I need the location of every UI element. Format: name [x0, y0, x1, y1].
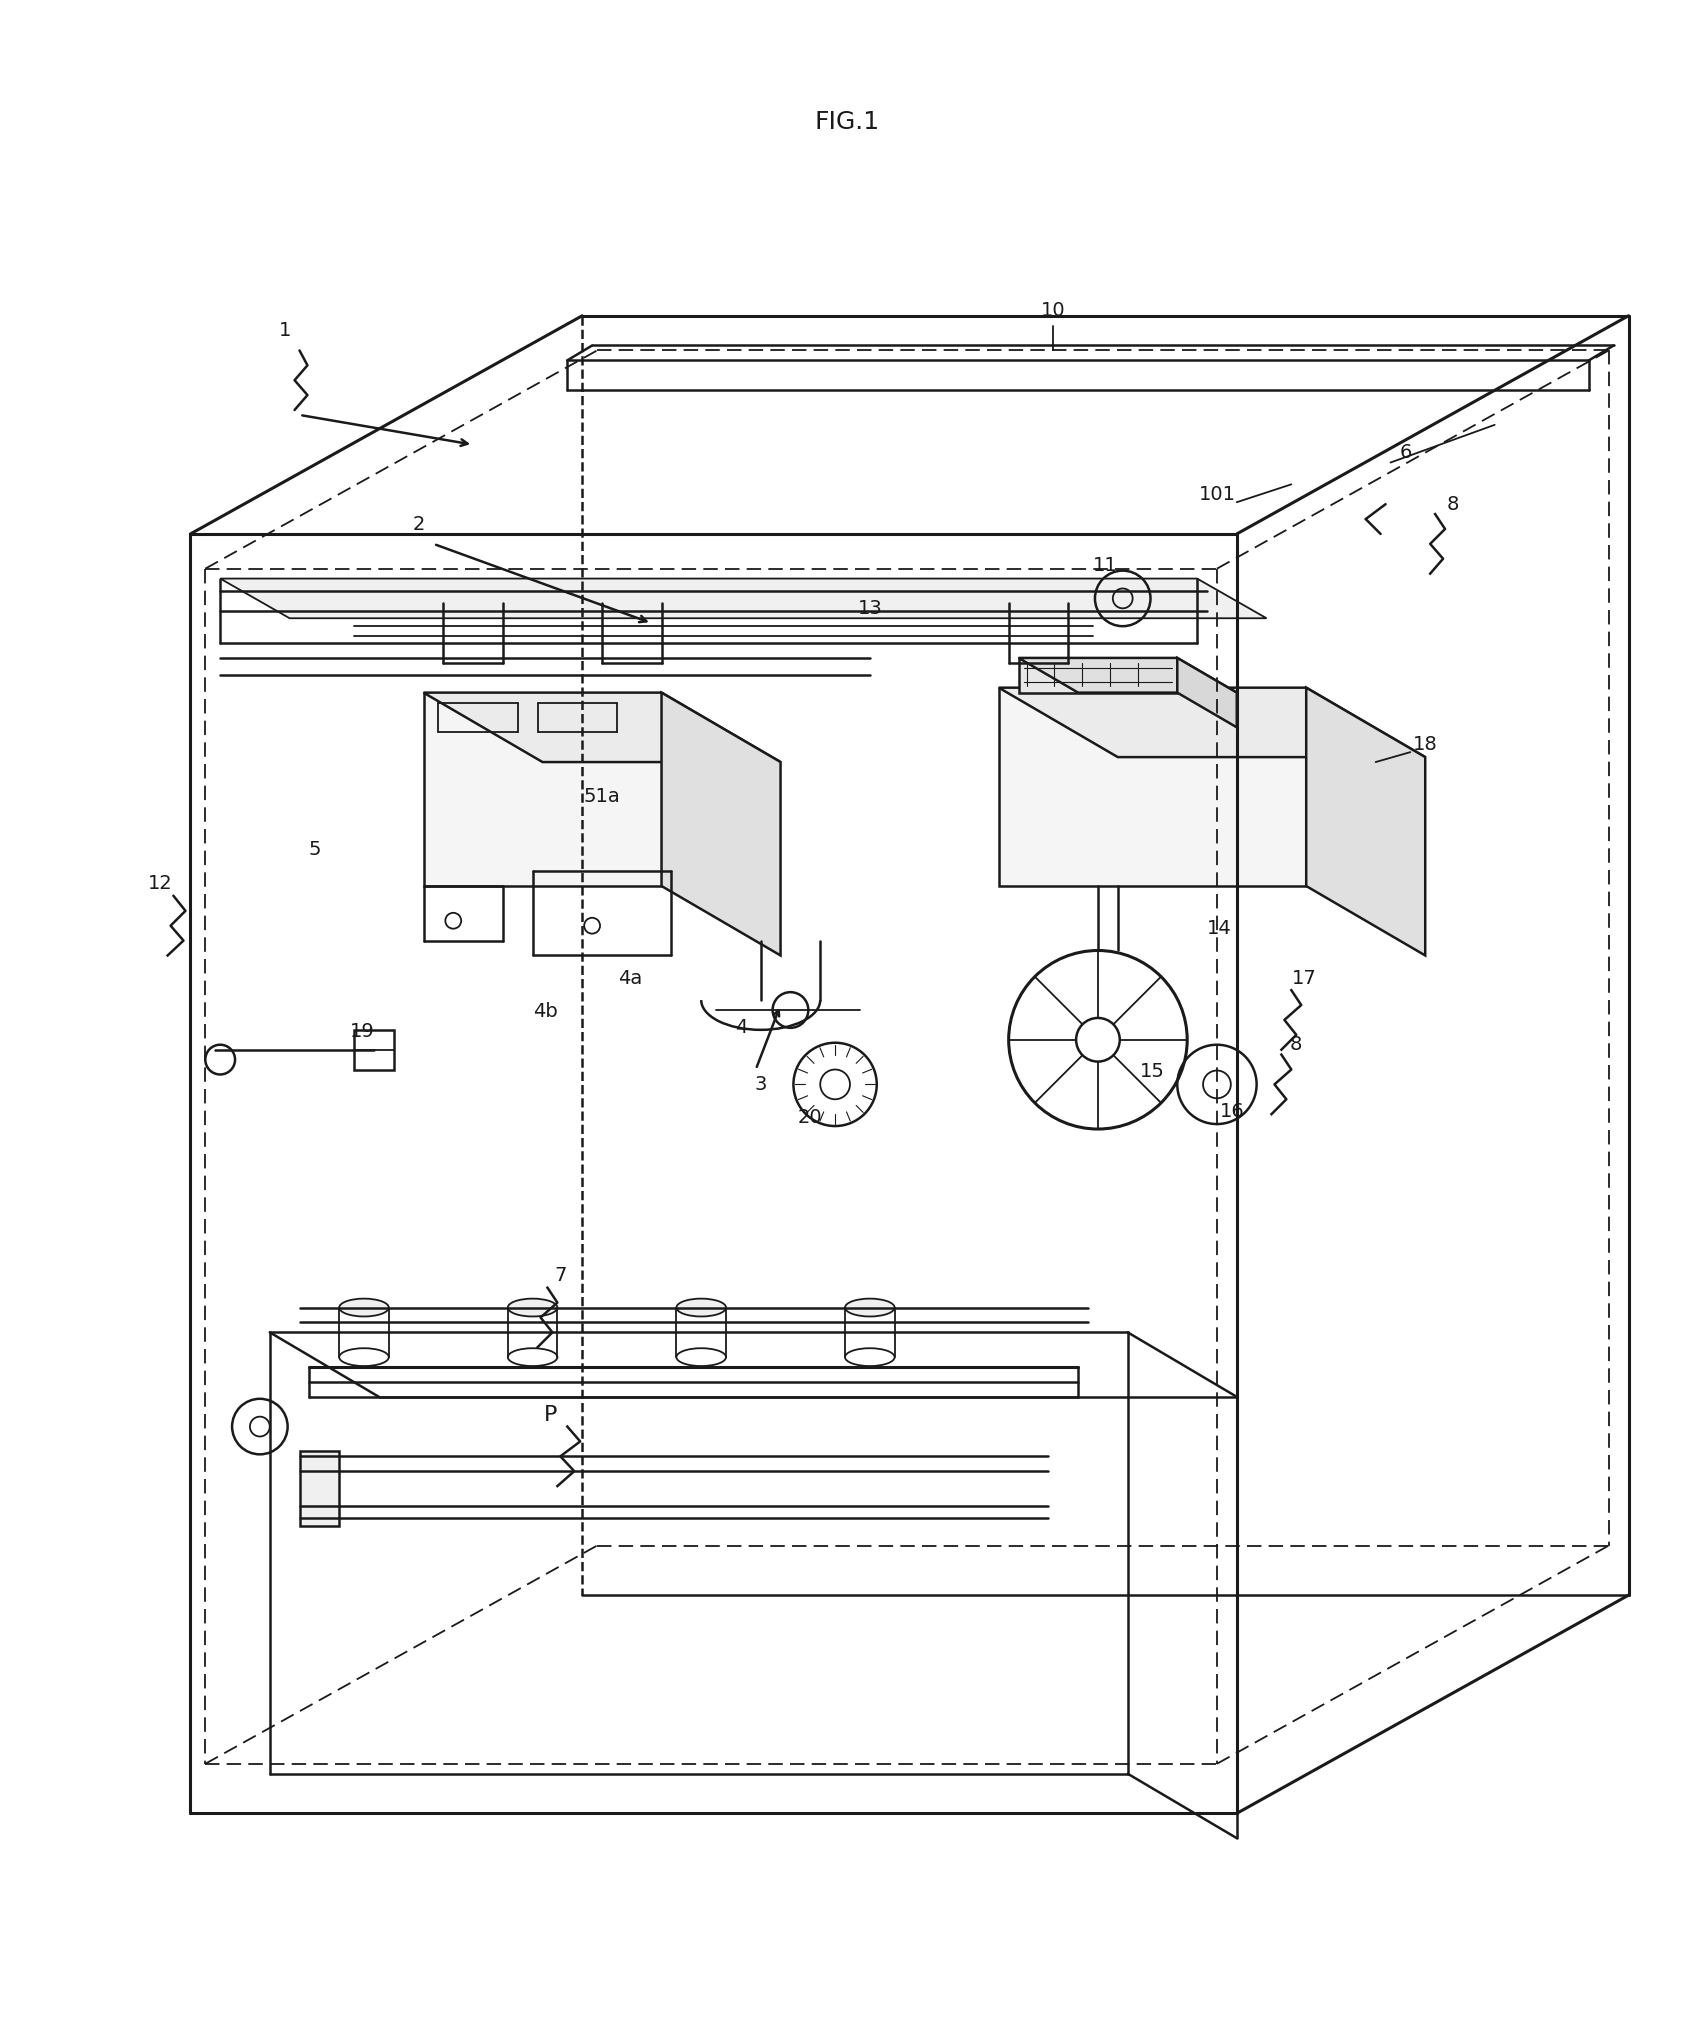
- Text: P: P: [544, 1405, 558, 1426]
- Polygon shape: [1307, 687, 1425, 956]
- Text: 101: 101: [1198, 485, 1236, 503]
- Text: 1: 1: [278, 321, 292, 340]
- Text: FIG.1: FIG.1: [814, 111, 880, 133]
- Text: 17: 17: [1292, 969, 1317, 989]
- Text: 15: 15: [1141, 1062, 1164, 1082]
- Text: 16: 16: [1219, 1102, 1244, 1120]
- Polygon shape: [300, 1452, 339, 1527]
- Text: 20: 20: [798, 1108, 822, 1126]
- Polygon shape: [1019, 657, 1237, 694]
- Polygon shape: [1019, 657, 1178, 694]
- Text: 7: 7: [554, 1266, 566, 1286]
- Text: 12: 12: [147, 874, 173, 892]
- Text: 4b: 4b: [534, 1003, 558, 1021]
- Text: 13: 13: [858, 599, 881, 619]
- Text: 19: 19: [349, 1023, 375, 1041]
- Text: 4a: 4a: [617, 969, 642, 989]
- Text: 14: 14: [1207, 920, 1231, 938]
- Polygon shape: [998, 687, 1425, 756]
- Polygon shape: [424, 694, 661, 886]
- Text: 8: 8: [1448, 495, 1459, 514]
- Text: 8: 8: [1290, 1035, 1302, 1053]
- Polygon shape: [424, 694, 781, 762]
- Text: 2: 2: [412, 514, 425, 534]
- Text: 4: 4: [734, 1019, 747, 1037]
- Ellipse shape: [508, 1298, 558, 1316]
- Polygon shape: [661, 694, 781, 956]
- Polygon shape: [998, 687, 1307, 886]
- Text: 3: 3: [754, 1076, 766, 1094]
- Text: 11: 11: [1093, 556, 1117, 574]
- Text: 18: 18: [1414, 734, 1437, 754]
- Ellipse shape: [676, 1298, 725, 1316]
- Ellipse shape: [339, 1298, 388, 1316]
- Ellipse shape: [846, 1298, 895, 1316]
- Polygon shape: [1178, 657, 1237, 728]
- Polygon shape: [220, 578, 1266, 619]
- Text: 51a: 51a: [583, 787, 620, 807]
- Text: 10: 10: [1041, 301, 1066, 319]
- Text: 5: 5: [308, 839, 320, 859]
- Text: 6: 6: [1398, 443, 1412, 463]
